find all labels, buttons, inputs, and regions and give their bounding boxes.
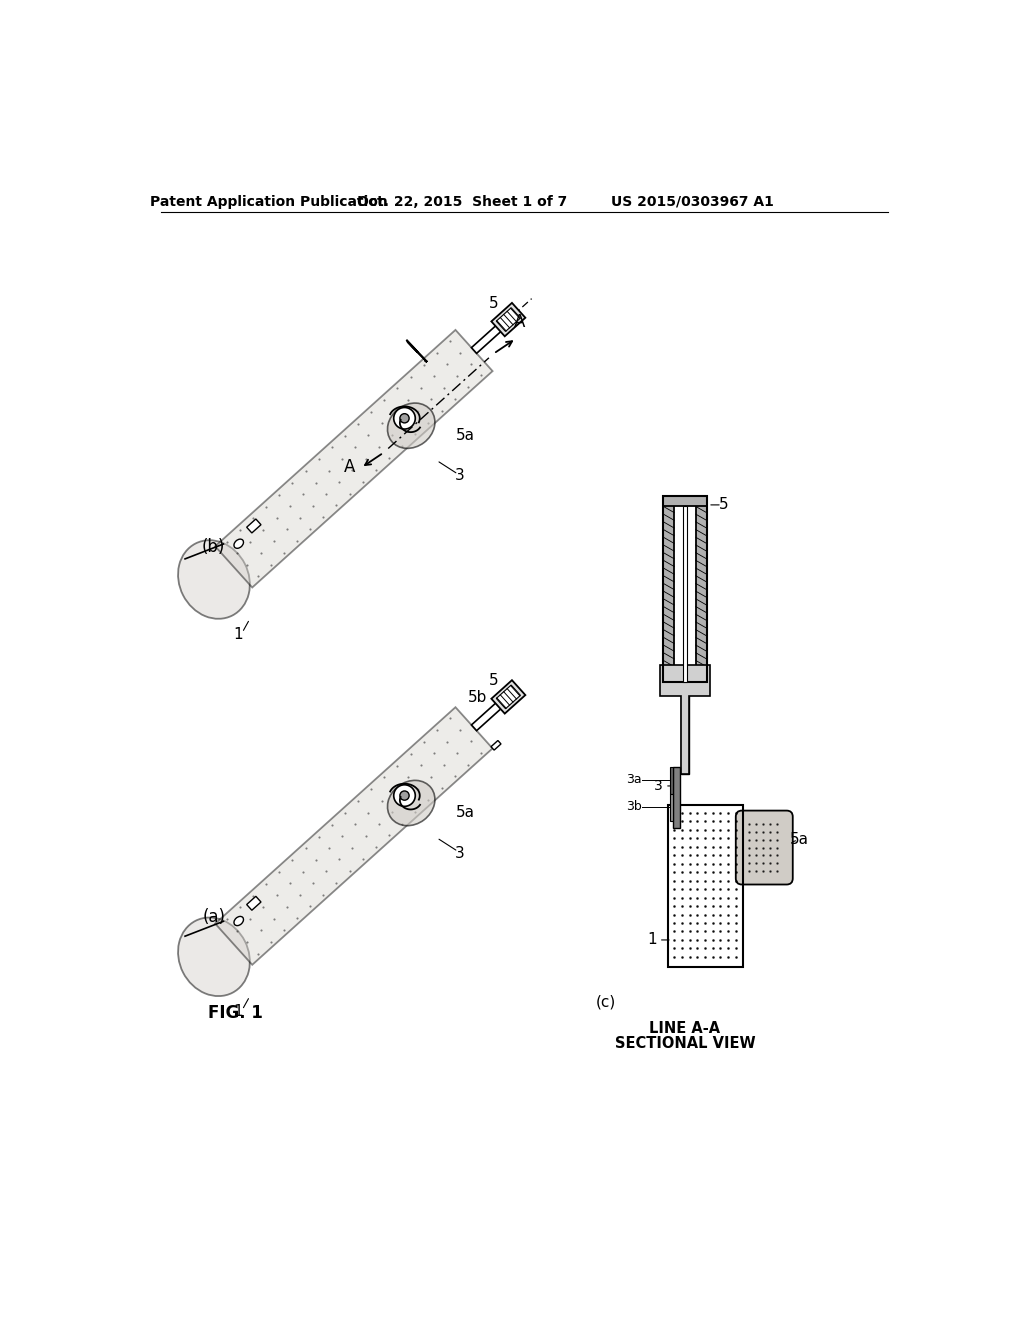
Text: 1: 1	[648, 932, 657, 948]
Bar	[681, 682, 689, 775]
Polygon shape	[215, 708, 493, 965]
Text: 5b: 5b	[467, 690, 486, 705]
Bar	[664, 496, 707, 682]
Polygon shape	[497, 685, 520, 709]
Text: US 2015/0303967 A1: US 2015/0303967 A1	[611, 194, 774, 209]
Text: 5a: 5a	[456, 805, 475, 820]
Bar	[670, 767, 673, 793]
Polygon shape	[492, 741, 501, 750]
Polygon shape	[215, 330, 493, 587]
Polygon shape	[659, 665, 711, 775]
Text: 1: 1	[233, 1005, 243, 1019]
Text: 5: 5	[489, 673, 499, 688]
Bar	[664, 496, 707, 507]
Text: 5: 5	[489, 296, 499, 312]
Text: 3b: 3b	[626, 800, 642, 813]
Text: 5: 5	[719, 498, 728, 512]
Text: (a): (a)	[202, 908, 225, 925]
Text: (c): (c)	[596, 994, 615, 1008]
Ellipse shape	[387, 403, 435, 449]
Bar	[668, 805, 742, 966]
Text: 3: 3	[455, 846, 465, 861]
Bar	[695, 496, 707, 682]
Ellipse shape	[178, 917, 250, 997]
Text: LINE A-A: LINE A-A	[649, 1020, 721, 1036]
Text: Oct. 22, 2015  Sheet 1 of 7: Oct. 22, 2015 Sheet 1 of 7	[356, 194, 567, 209]
Polygon shape	[247, 519, 261, 533]
Ellipse shape	[393, 408, 416, 429]
Polygon shape	[497, 308, 520, 331]
Ellipse shape	[387, 780, 435, 826]
Bar	[670, 793, 673, 821]
Ellipse shape	[400, 413, 410, 422]
Bar	[683, 507, 687, 682]
Polygon shape	[471, 319, 508, 354]
Polygon shape	[407, 341, 427, 362]
Ellipse shape	[178, 540, 250, 619]
Text: 5a: 5a	[790, 833, 808, 847]
Text: 5a: 5a	[456, 428, 475, 442]
Ellipse shape	[393, 785, 416, 807]
Text: (b): (b)	[202, 539, 225, 556]
Bar	[664, 496, 674, 682]
Text: SECTIONAL VIEW: SECTIONAL VIEW	[614, 1036, 756, 1052]
Polygon shape	[492, 302, 525, 337]
Text: 1: 1	[233, 627, 243, 642]
Text: FIG. 1: FIG. 1	[208, 1005, 262, 1022]
Text: 3a: 3a	[627, 774, 642, 787]
Bar	[673, 767, 680, 829]
Polygon shape	[471, 697, 508, 731]
Ellipse shape	[233, 916, 244, 925]
Polygon shape	[247, 896, 261, 911]
Text: A: A	[344, 458, 355, 475]
Text: 3: 3	[455, 469, 465, 483]
Text: A: A	[514, 313, 525, 331]
Text: 3: 3	[654, 779, 664, 793]
Ellipse shape	[233, 539, 244, 548]
Polygon shape	[492, 680, 525, 714]
Ellipse shape	[400, 791, 410, 800]
Text: Patent Application Publication: Patent Application Publication	[151, 194, 388, 209]
FancyBboxPatch shape	[736, 810, 793, 884]
